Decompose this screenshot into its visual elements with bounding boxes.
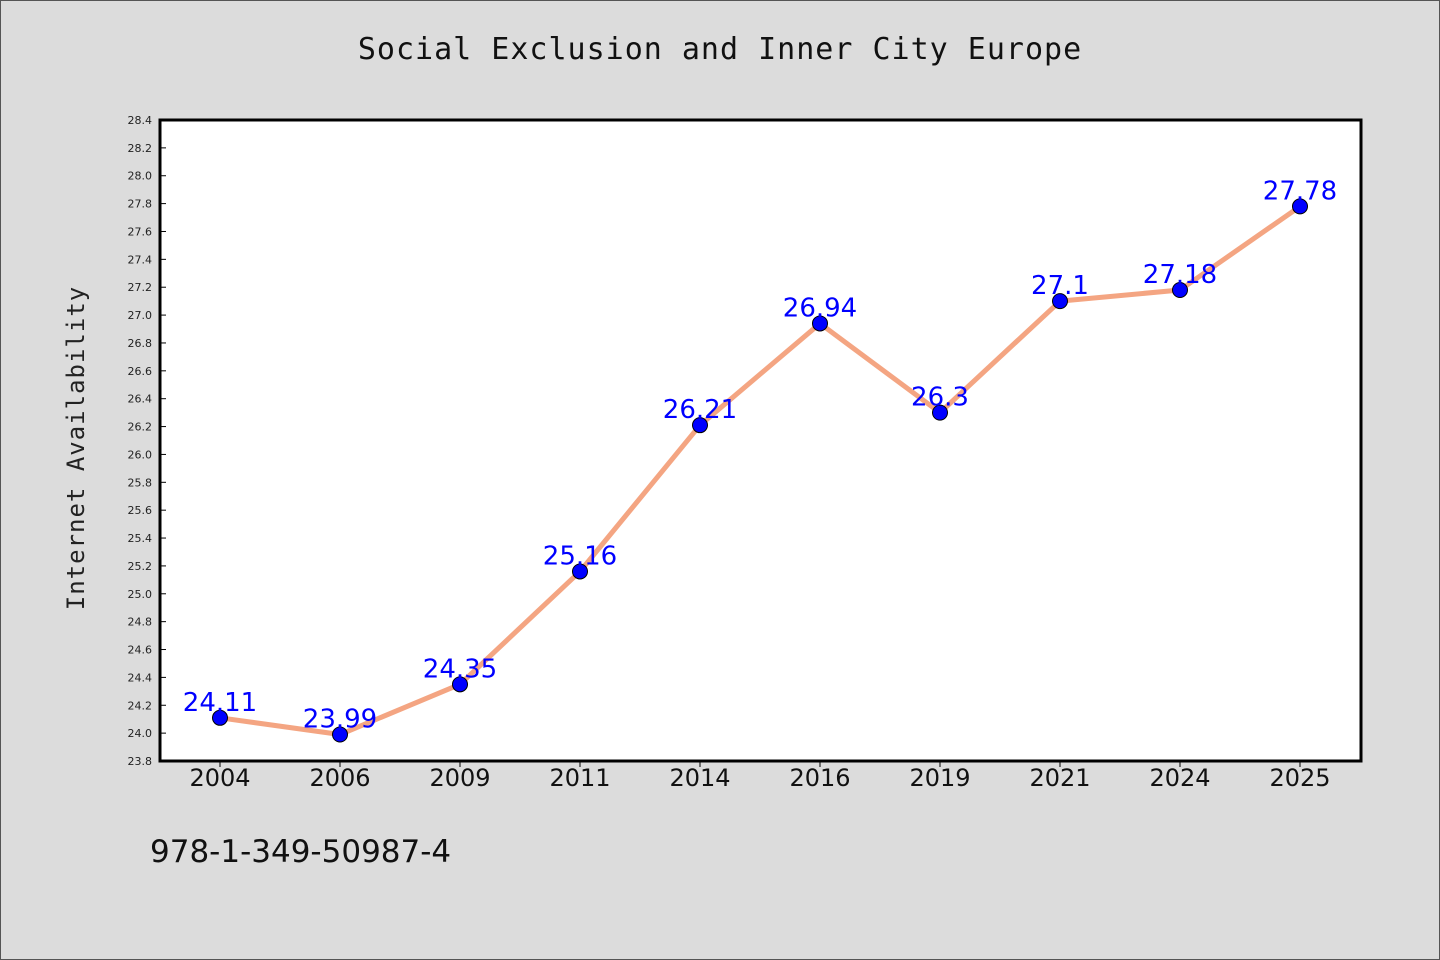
y-tick-label: 27.0 <box>128 309 153 322</box>
chart-title: Social Exclusion and Inner City Europe <box>357 32 1083 67</box>
data-label: 25.16 <box>543 541 617 571</box>
y-tick-label: 28.4 <box>128 114 153 127</box>
data-point <box>932 404 948 421</box>
y-tick-label: 23.8 <box>128 755 153 768</box>
data-points <box>212 198 1308 743</box>
y-tick-label: 25.6 <box>128 504 153 517</box>
data-point <box>812 315 828 332</box>
y-tick-label: 25.8 <box>128 476 153 489</box>
data-label: 26.94 <box>783 293 857 323</box>
y-tick-label: 25.4 <box>128 532 153 545</box>
x-tick-label: 2025 <box>1269 764 1330 792</box>
data-point <box>1172 282 1188 299</box>
x-axis: 2004 2006 2009 2011 2014 2016 2019 2021 2024 2025 <box>189 761 1331 792</box>
plot-area <box>160 120 1361 761</box>
data-point <box>572 563 588 580</box>
y-tick-label: 27.8 <box>128 198 153 211</box>
y-tick-label: 27.4 <box>128 253 153 266</box>
data-labels: 24.11 23.99 24.35 25.16 26.21 26.94 26.3 27.1 27… <box>183 176 1337 734</box>
x-tick-label: 2004 <box>189 764 250 792</box>
data-label: 26.3 <box>911 383 969 413</box>
data-label: 24.11 <box>183 688 257 718</box>
data-point <box>1052 293 1068 310</box>
y-axis: 23.8 24.0 24.2 24.4 24.6 24.8 25.0 25.2 25.4 25.6… <box>128 114 166 768</box>
y-tick-label: 25.0 <box>128 588 153 601</box>
data-point <box>212 709 228 726</box>
data-point <box>692 417 708 434</box>
y-tick-label: 28.2 <box>128 142 153 155</box>
x-tick-label: 2021 <box>1029 764 1090 792</box>
x-tick-label: 2016 <box>789 764 850 792</box>
y-tick-label: 27.6 <box>128 225 153 238</box>
y-tick-label: 24.6 <box>128 644 153 657</box>
y-tick-label: 24.8 <box>128 616 153 629</box>
data-label: 26.21 <box>663 395 737 425</box>
y-tick-label: 26.4 <box>128 393 153 406</box>
data-label: 23.99 <box>303 705 377 735</box>
y-tick-label: 26.6 <box>128 365 153 378</box>
y-tick-label: 24.2 <box>128 699 153 712</box>
y-tick-label: 26.2 <box>128 421 153 434</box>
y-tick-label: 27.2 <box>128 281 153 294</box>
x-tick-label: 2014 <box>669 764 730 792</box>
data-label: 27.78 <box>1263 176 1337 206</box>
x-tick-label: 2024 <box>1149 764 1210 792</box>
x-tick-label: 2009 <box>429 764 490 792</box>
y-tick-label: 28.0 <box>128 170 153 183</box>
x-tick-label: 2019 <box>909 764 970 792</box>
y-tick-label: 25.2 <box>128 560 153 573</box>
data-label: 27.1 <box>1031 271 1089 301</box>
data-point <box>1292 198 1308 215</box>
data-label: 27.18 <box>1143 260 1217 290</box>
data-label: 24.35 <box>423 654 497 684</box>
x-tick-label: 2011 <box>549 764 610 792</box>
y-tick-label: 24.4 <box>128 671 153 684</box>
data-point <box>452 676 468 693</box>
data-point <box>332 726 348 743</box>
plot-border <box>158 118 1363 763</box>
series-line <box>217 203 1303 738</box>
x-tick-label: 2006 <box>309 764 370 792</box>
y-tick-label: 26.8 <box>128 337 153 350</box>
isbn-text: 978-1-349-50987-4 <box>150 834 452 870</box>
y-tick-label: 26.0 <box>128 448 153 461</box>
y-tick-label: 24.0 <box>128 727 153 740</box>
